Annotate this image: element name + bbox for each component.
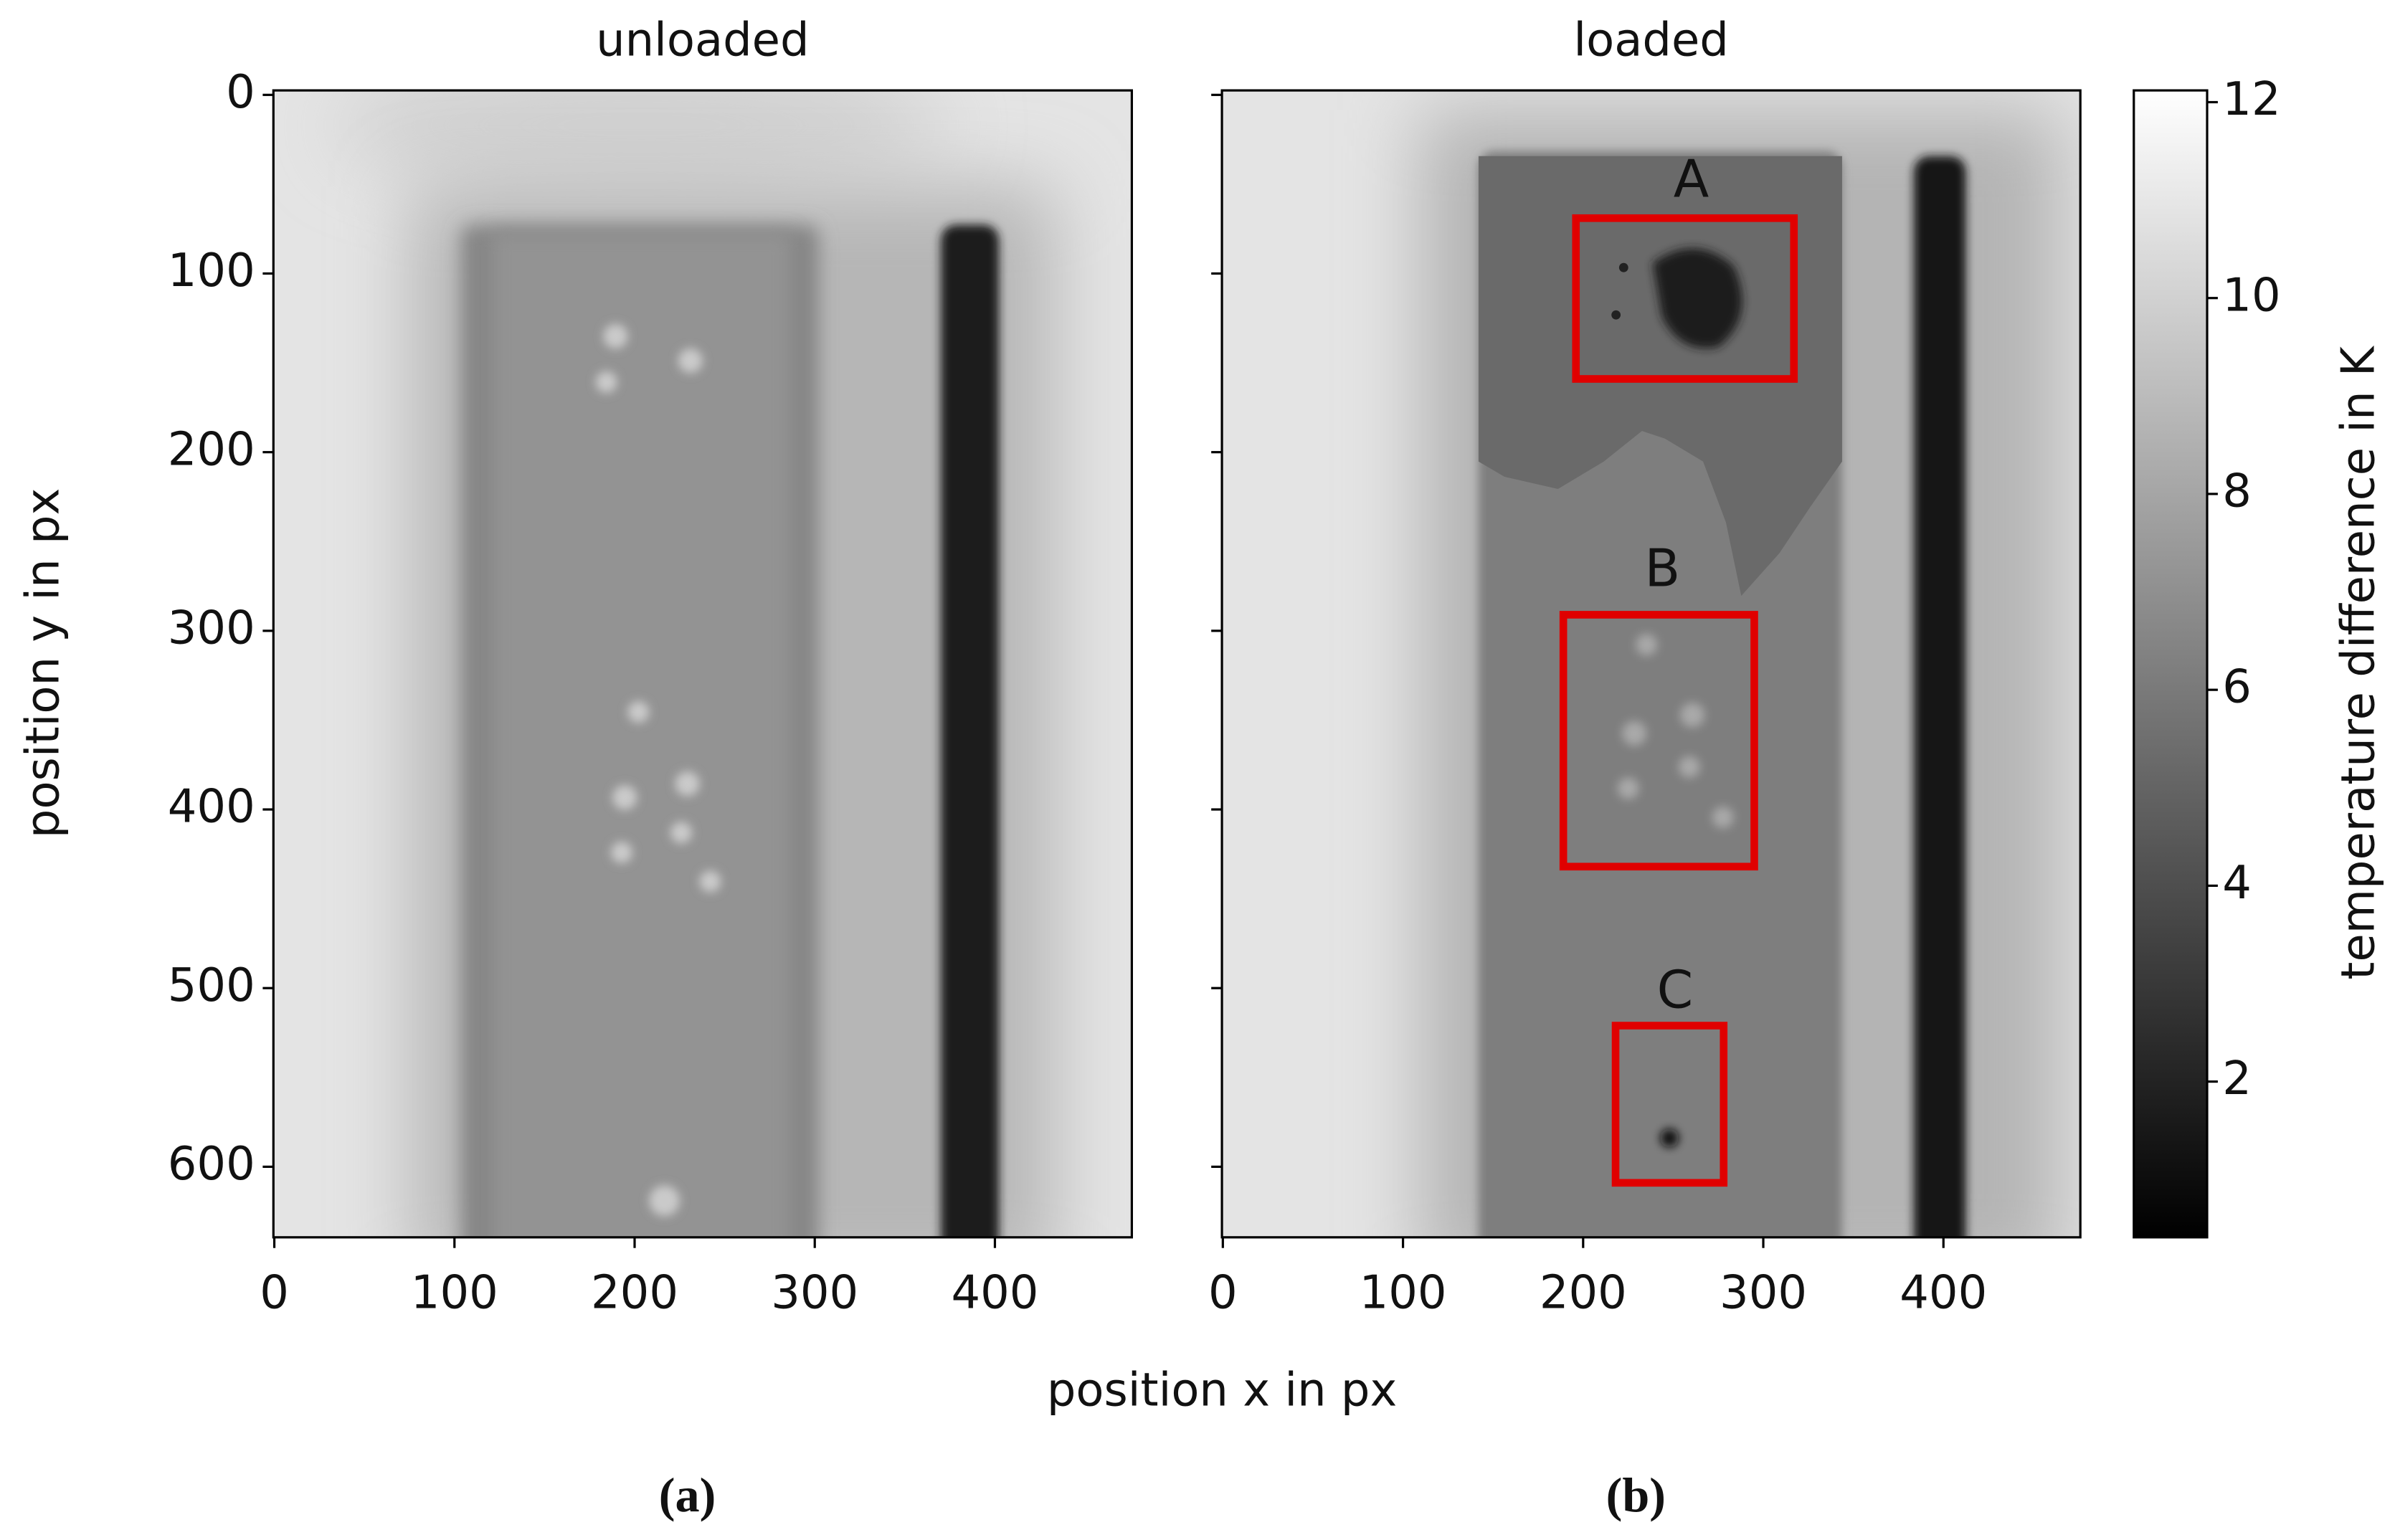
annotation-label: B <box>1644 539 1680 599</box>
defect <box>1652 248 1742 348</box>
y-tick-label: 600 <box>168 1138 255 1191</box>
annotation-label: C <box>1657 961 1694 1021</box>
annotation-box <box>1611 1022 1728 1187</box>
y-tick-label: 100 <box>168 244 255 298</box>
x-tick-label: 300 <box>771 1266 858 1319</box>
panel-caption: (a) <box>659 1468 716 1522</box>
x-tick-label: 0 <box>1208 1266 1238 1319</box>
panel-title: loaded <box>1573 14 1728 67</box>
heatmap-image <box>273 90 1132 1237</box>
y-axis-label: position y in px <box>16 488 70 838</box>
x-tick-label: 300 <box>1720 1266 1807 1319</box>
colorbar-tick-label: 10 <box>2222 269 2280 322</box>
spots <box>1617 634 1734 828</box>
x-tick-label: 400 <box>1900 1266 1987 1319</box>
heatmap-image <box>1222 90 2081 1237</box>
cylinder-face <box>491 232 792 1237</box>
y-tick-label: 0 <box>226 66 255 119</box>
rod <box>941 224 1000 1237</box>
x-tick-label: 100 <box>1360 1266 1447 1319</box>
image-shade <box>336 90 947 187</box>
defect <box>1660 1128 1679 1148</box>
colorbar-label: temperature difference in K <box>2333 345 2386 979</box>
defect <box>1611 310 1621 320</box>
colorbar-tick-label: 6 <box>2222 661 2252 714</box>
y-tick-label: 300 <box>168 602 255 655</box>
defect <box>1618 262 1628 272</box>
colorbar-tick-label: 2 <box>2222 1052 2252 1106</box>
x-tick-label: 100 <box>411 1266 498 1319</box>
annotation-box <box>1572 214 1798 383</box>
x-axis-label: position x in px <box>1047 1364 1397 1417</box>
panel-title: unloaded <box>596 14 809 67</box>
panel-caption: (b) <box>1606 1468 1666 1522</box>
y-tick-label: 500 <box>168 959 255 1012</box>
rod <box>1914 156 1966 1237</box>
colorbar-tick-label: 12 <box>2222 73 2280 126</box>
x-tick-label: 0 <box>260 1266 289 1319</box>
y-tick-label: 400 <box>168 781 255 834</box>
x-tick-label: 400 <box>951 1266 1038 1319</box>
annotation-label: A <box>1674 149 1709 209</box>
spots <box>595 324 721 1216</box>
x-tick-label: 200 <box>591 1266 678 1319</box>
x-tick-label: 200 <box>1540 1266 1627 1319</box>
y-tick-label: 200 <box>168 423 255 476</box>
plot-frame <box>1220 89 2082 1239</box>
colorbar-tick-label: 4 <box>2222 857 2252 910</box>
plot-frame <box>272 89 1134 1239</box>
colorbar-tick-label: 8 <box>2222 465 2252 518</box>
annotation-box <box>1559 611 1758 871</box>
colorbar <box>2133 89 2209 1239</box>
